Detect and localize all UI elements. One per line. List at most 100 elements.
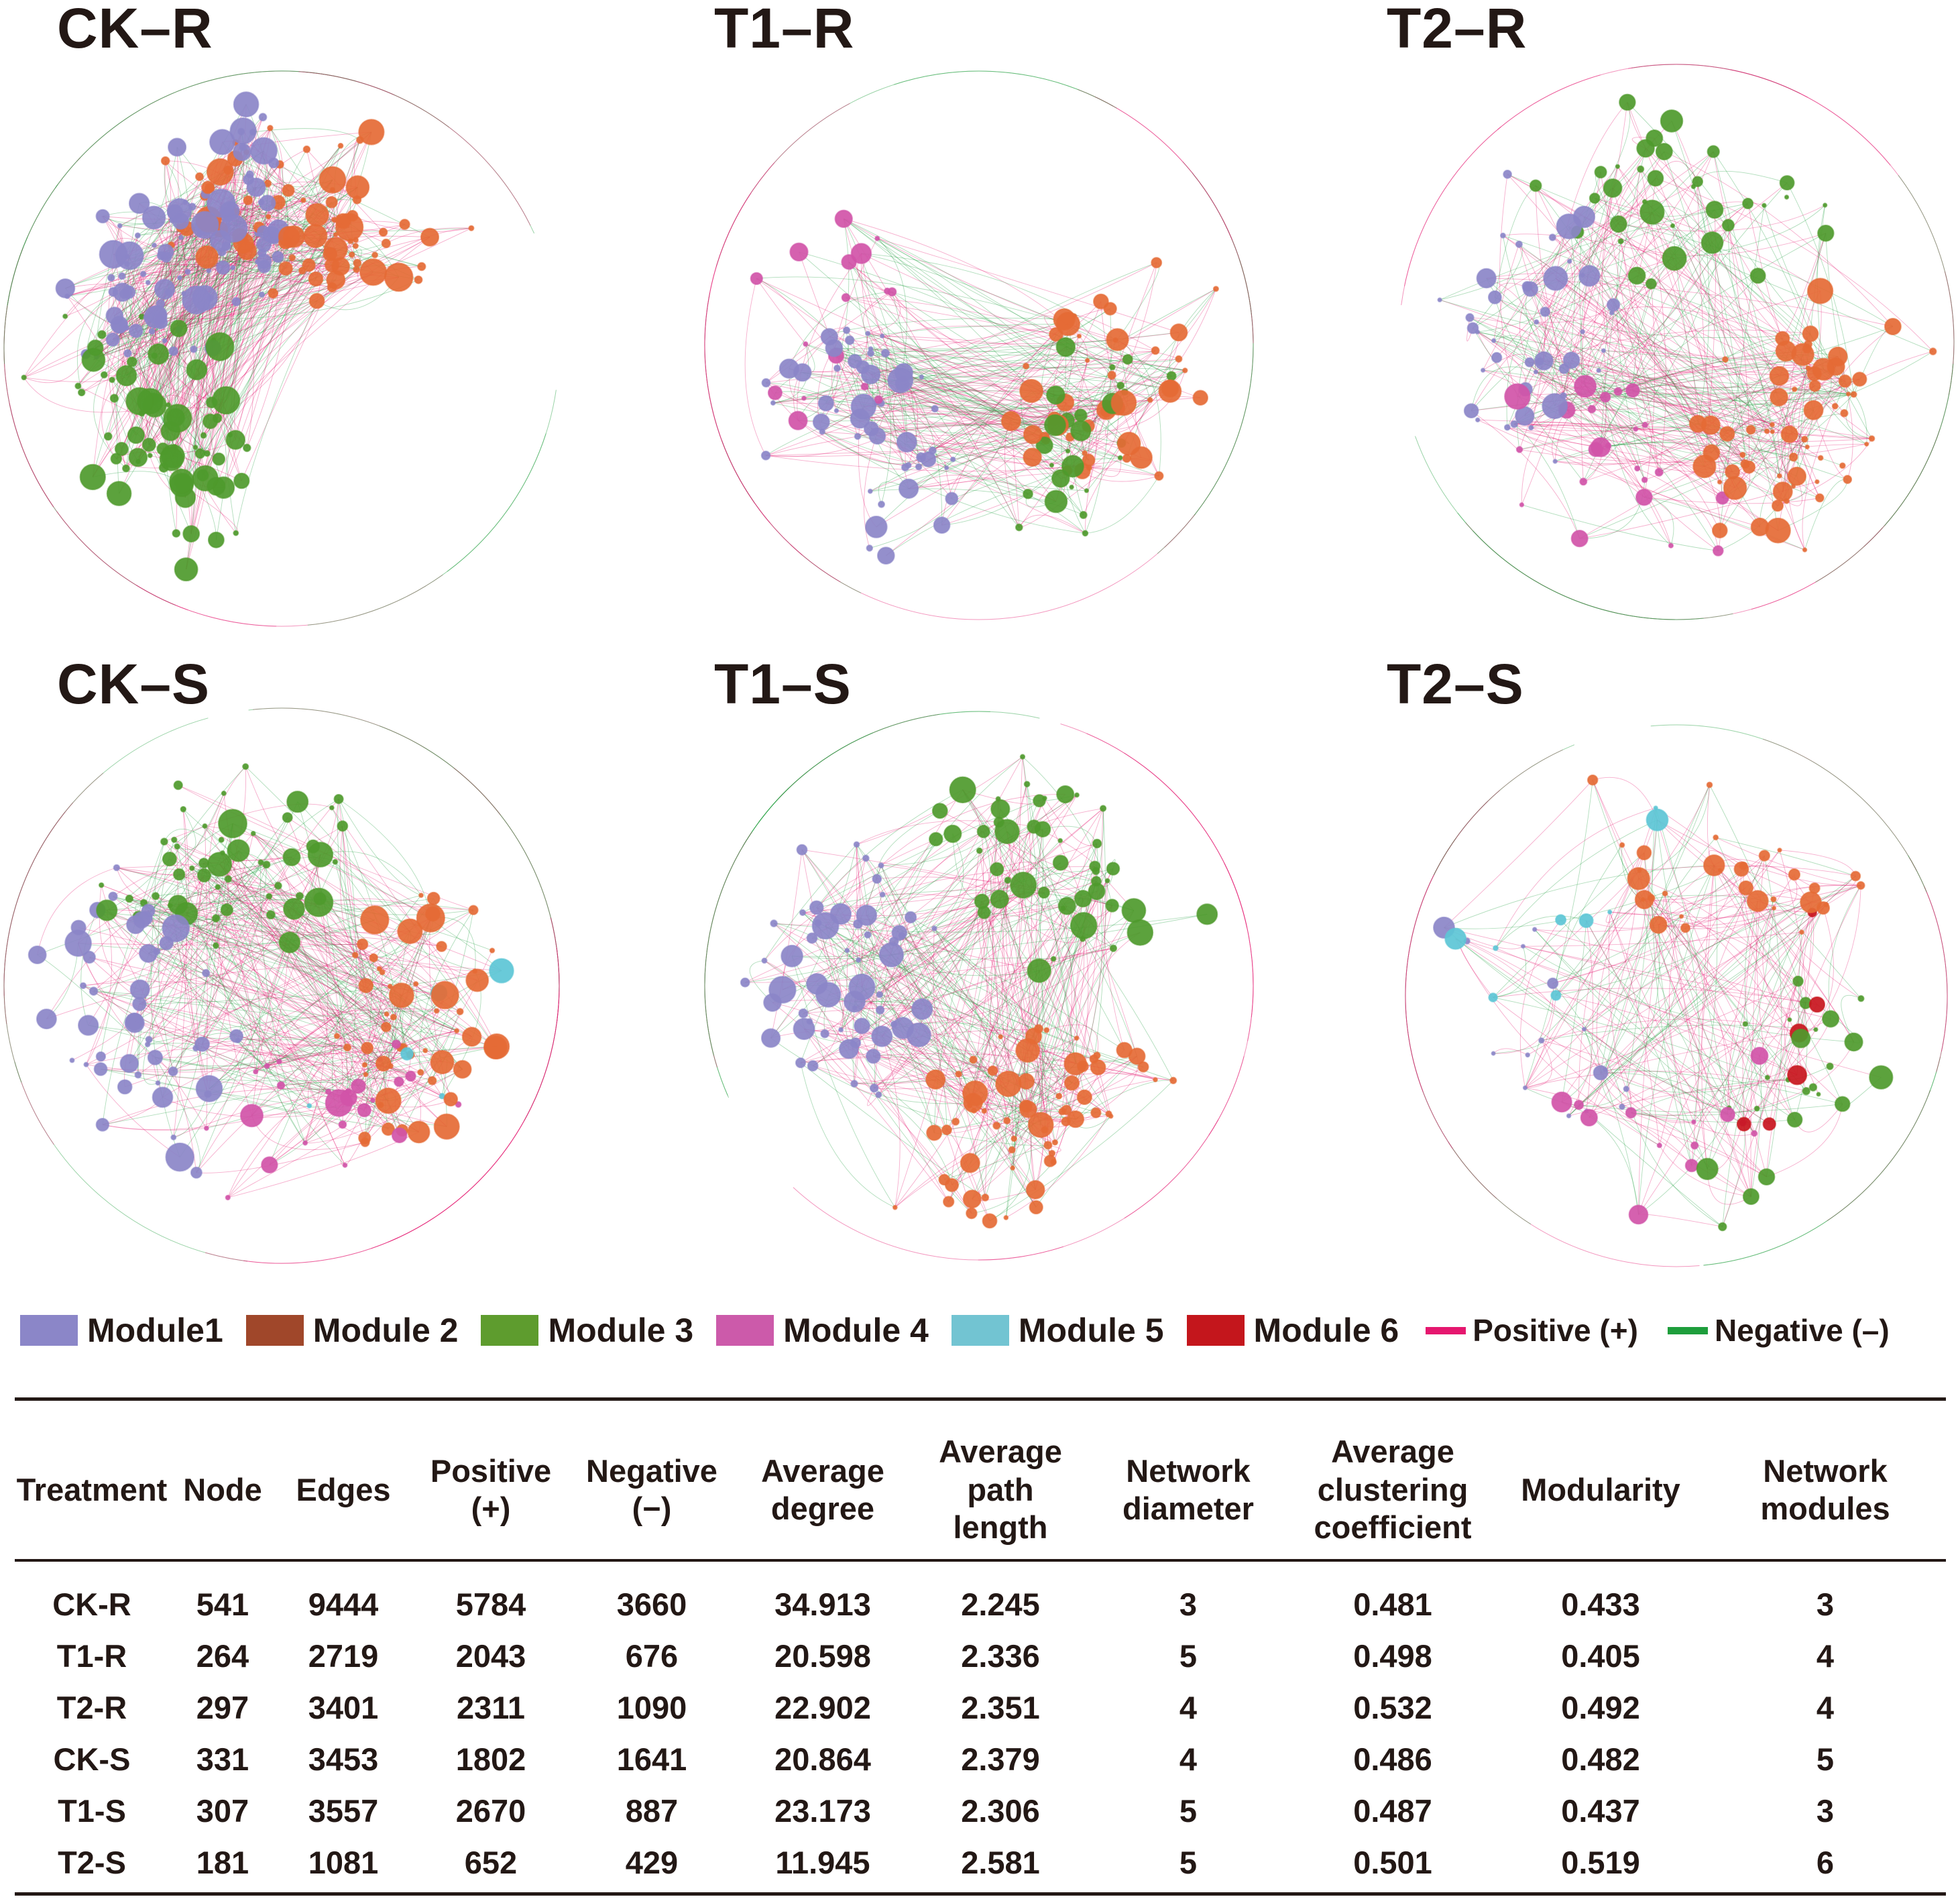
node-module-2 bbox=[1800, 891, 1822, 913]
node-module-2 bbox=[1063, 1052, 1088, 1076]
positive-edge bbox=[1701, 865, 1715, 1169]
negative-edge bbox=[934, 408, 1020, 528]
node-module-5 bbox=[1607, 909, 1613, 915]
negative-edge bbox=[1640, 168, 1779, 531]
positive-edge bbox=[1535, 185, 1760, 528]
positive-edge bbox=[1518, 244, 1564, 396]
positive-edge bbox=[319, 899, 459, 1105]
node-module-1 bbox=[844, 335, 855, 345]
node-module-5 bbox=[1555, 914, 1567, 926]
negative-edge bbox=[1908, 855, 1948, 1093]
panel-title-t1-s: T1–S bbox=[714, 652, 852, 715]
node-module-1 bbox=[838, 1039, 859, 1059]
node-module-1 bbox=[1515, 240, 1523, 248]
node-module-2 bbox=[337, 142, 344, 149]
positive-edge bbox=[1563, 394, 1636, 430]
negative-edge bbox=[876, 459, 954, 528]
positive-edge bbox=[135, 574, 443, 627]
positive-edge bbox=[269, 799, 339, 897]
node-module-1 bbox=[891, 925, 908, 941]
cell-treatment: T1-S bbox=[58, 1793, 126, 1829]
cell-network-modules: 5 bbox=[1816, 1741, 1835, 1777]
node-module-3 bbox=[192, 465, 219, 492]
node-module-2 bbox=[1192, 390, 1208, 406]
node-module-3 bbox=[1639, 199, 1665, 225]
negative-edge bbox=[383, 1056, 436, 1081]
node-module-2 bbox=[1787, 466, 1807, 486]
node-module-3 bbox=[1004, 876, 1012, 884]
positive-edge bbox=[1495, 807, 1656, 949]
positive-edge bbox=[958, 1066, 1059, 1097]
positive-edge bbox=[840, 866, 1095, 1031]
node-module-2 bbox=[1061, 1104, 1072, 1116]
positive-edge bbox=[1536, 182, 1788, 373]
negative-edge bbox=[1600, 148, 1646, 447]
cell-average-degree: 34.913 bbox=[774, 1587, 871, 1622]
node-module-1 bbox=[880, 349, 890, 358]
legend-label-module-5: Module 5 bbox=[1018, 1312, 1164, 1349]
negative-edge bbox=[1473, 243, 1523, 329]
negative-edge bbox=[801, 850, 1054, 1163]
negative-edge bbox=[1645, 356, 1838, 426]
positive-edge bbox=[909, 467, 1159, 489]
positive-edge bbox=[1530, 151, 1714, 428]
positive-edge bbox=[162, 1045, 367, 1098]
negative-edge bbox=[886, 290, 1171, 389]
negative-edge bbox=[1605, 916, 1682, 1070]
edge-layer bbox=[1401, 64, 1955, 620]
positive-edge bbox=[56, 511, 277, 627]
negative-edge bbox=[173, 264, 309, 352]
cell-average-path-length: 2.351 bbox=[961, 1690, 1040, 1725]
node-module-1 bbox=[178, 235, 184, 241]
node-module-3 bbox=[169, 468, 194, 494]
node-module-1 bbox=[920, 451, 937, 467]
positive-edge bbox=[843, 218, 1118, 340]
negative-edge bbox=[203, 862, 280, 1062]
table-top-rule bbox=[15, 1397, 1946, 1401]
negative-edge bbox=[1021, 365, 1061, 479]
node-module-2 bbox=[1711, 522, 1728, 538]
positive-edge bbox=[191, 868, 365, 1110]
negative-edge bbox=[209, 1017, 394, 1089]
negative-edge bbox=[232, 823, 502, 972]
negative-edge bbox=[1469, 317, 1848, 480]
positive-edge bbox=[1536, 371, 1751, 430]
node-module-2 bbox=[962, 1190, 982, 1209]
positive-edge bbox=[1483, 369, 1872, 439]
node-module-2 bbox=[1814, 479, 1820, 485]
node-module-1 bbox=[195, 1075, 223, 1102]
positive-edge bbox=[1644, 497, 1820, 504]
negative-edge bbox=[952, 1096, 1085, 1186]
negative-edge bbox=[145, 793, 225, 919]
node-module-2 bbox=[1803, 400, 1824, 420]
negative-edge bbox=[870, 319, 1065, 352]
node-module-2 bbox=[454, 1028, 460, 1034]
negative-edge bbox=[143, 903, 280, 1062]
negative-edge bbox=[1804, 479, 1848, 551]
positive-edge bbox=[1592, 780, 1751, 1197]
positive-edge bbox=[1439, 299, 1821, 498]
node-module-1 bbox=[147, 1049, 164, 1065]
positive-edge bbox=[1909, 857, 1948, 1052]
positive-edge bbox=[260, 862, 411, 1077]
positive-edge bbox=[1544, 329, 1811, 361]
node-module-2 bbox=[926, 1124, 943, 1141]
positive-edge bbox=[935, 809, 1001, 1080]
node-module-3 bbox=[1127, 919, 1154, 946]
positive-edge bbox=[147, 886, 219, 1045]
positive-edge bbox=[143, 251, 166, 445]
positive-edge bbox=[934, 928, 1008, 1121]
negative-edge bbox=[1540, 361, 1797, 477]
node-module-2 bbox=[1029, 1200, 1043, 1215]
positive-edge bbox=[101, 375, 127, 459]
node-module-3 bbox=[62, 313, 68, 319]
positive-edge bbox=[1530, 288, 1745, 465]
negative-edge bbox=[128, 147, 178, 292]
legend: Module1 Module 2 Module 3 Module 4 Modul… bbox=[20, 1311, 1890, 1350]
node-module-1 bbox=[879, 891, 886, 898]
table-header-rule bbox=[15, 1559, 1946, 1562]
positive-edge bbox=[215, 918, 389, 1130]
col-header-positive: Positive (+) bbox=[430, 1452, 552, 1526]
negative-edge bbox=[172, 349, 204, 457]
cell-modularity: 0.437 bbox=[1561, 1793, 1640, 1829]
